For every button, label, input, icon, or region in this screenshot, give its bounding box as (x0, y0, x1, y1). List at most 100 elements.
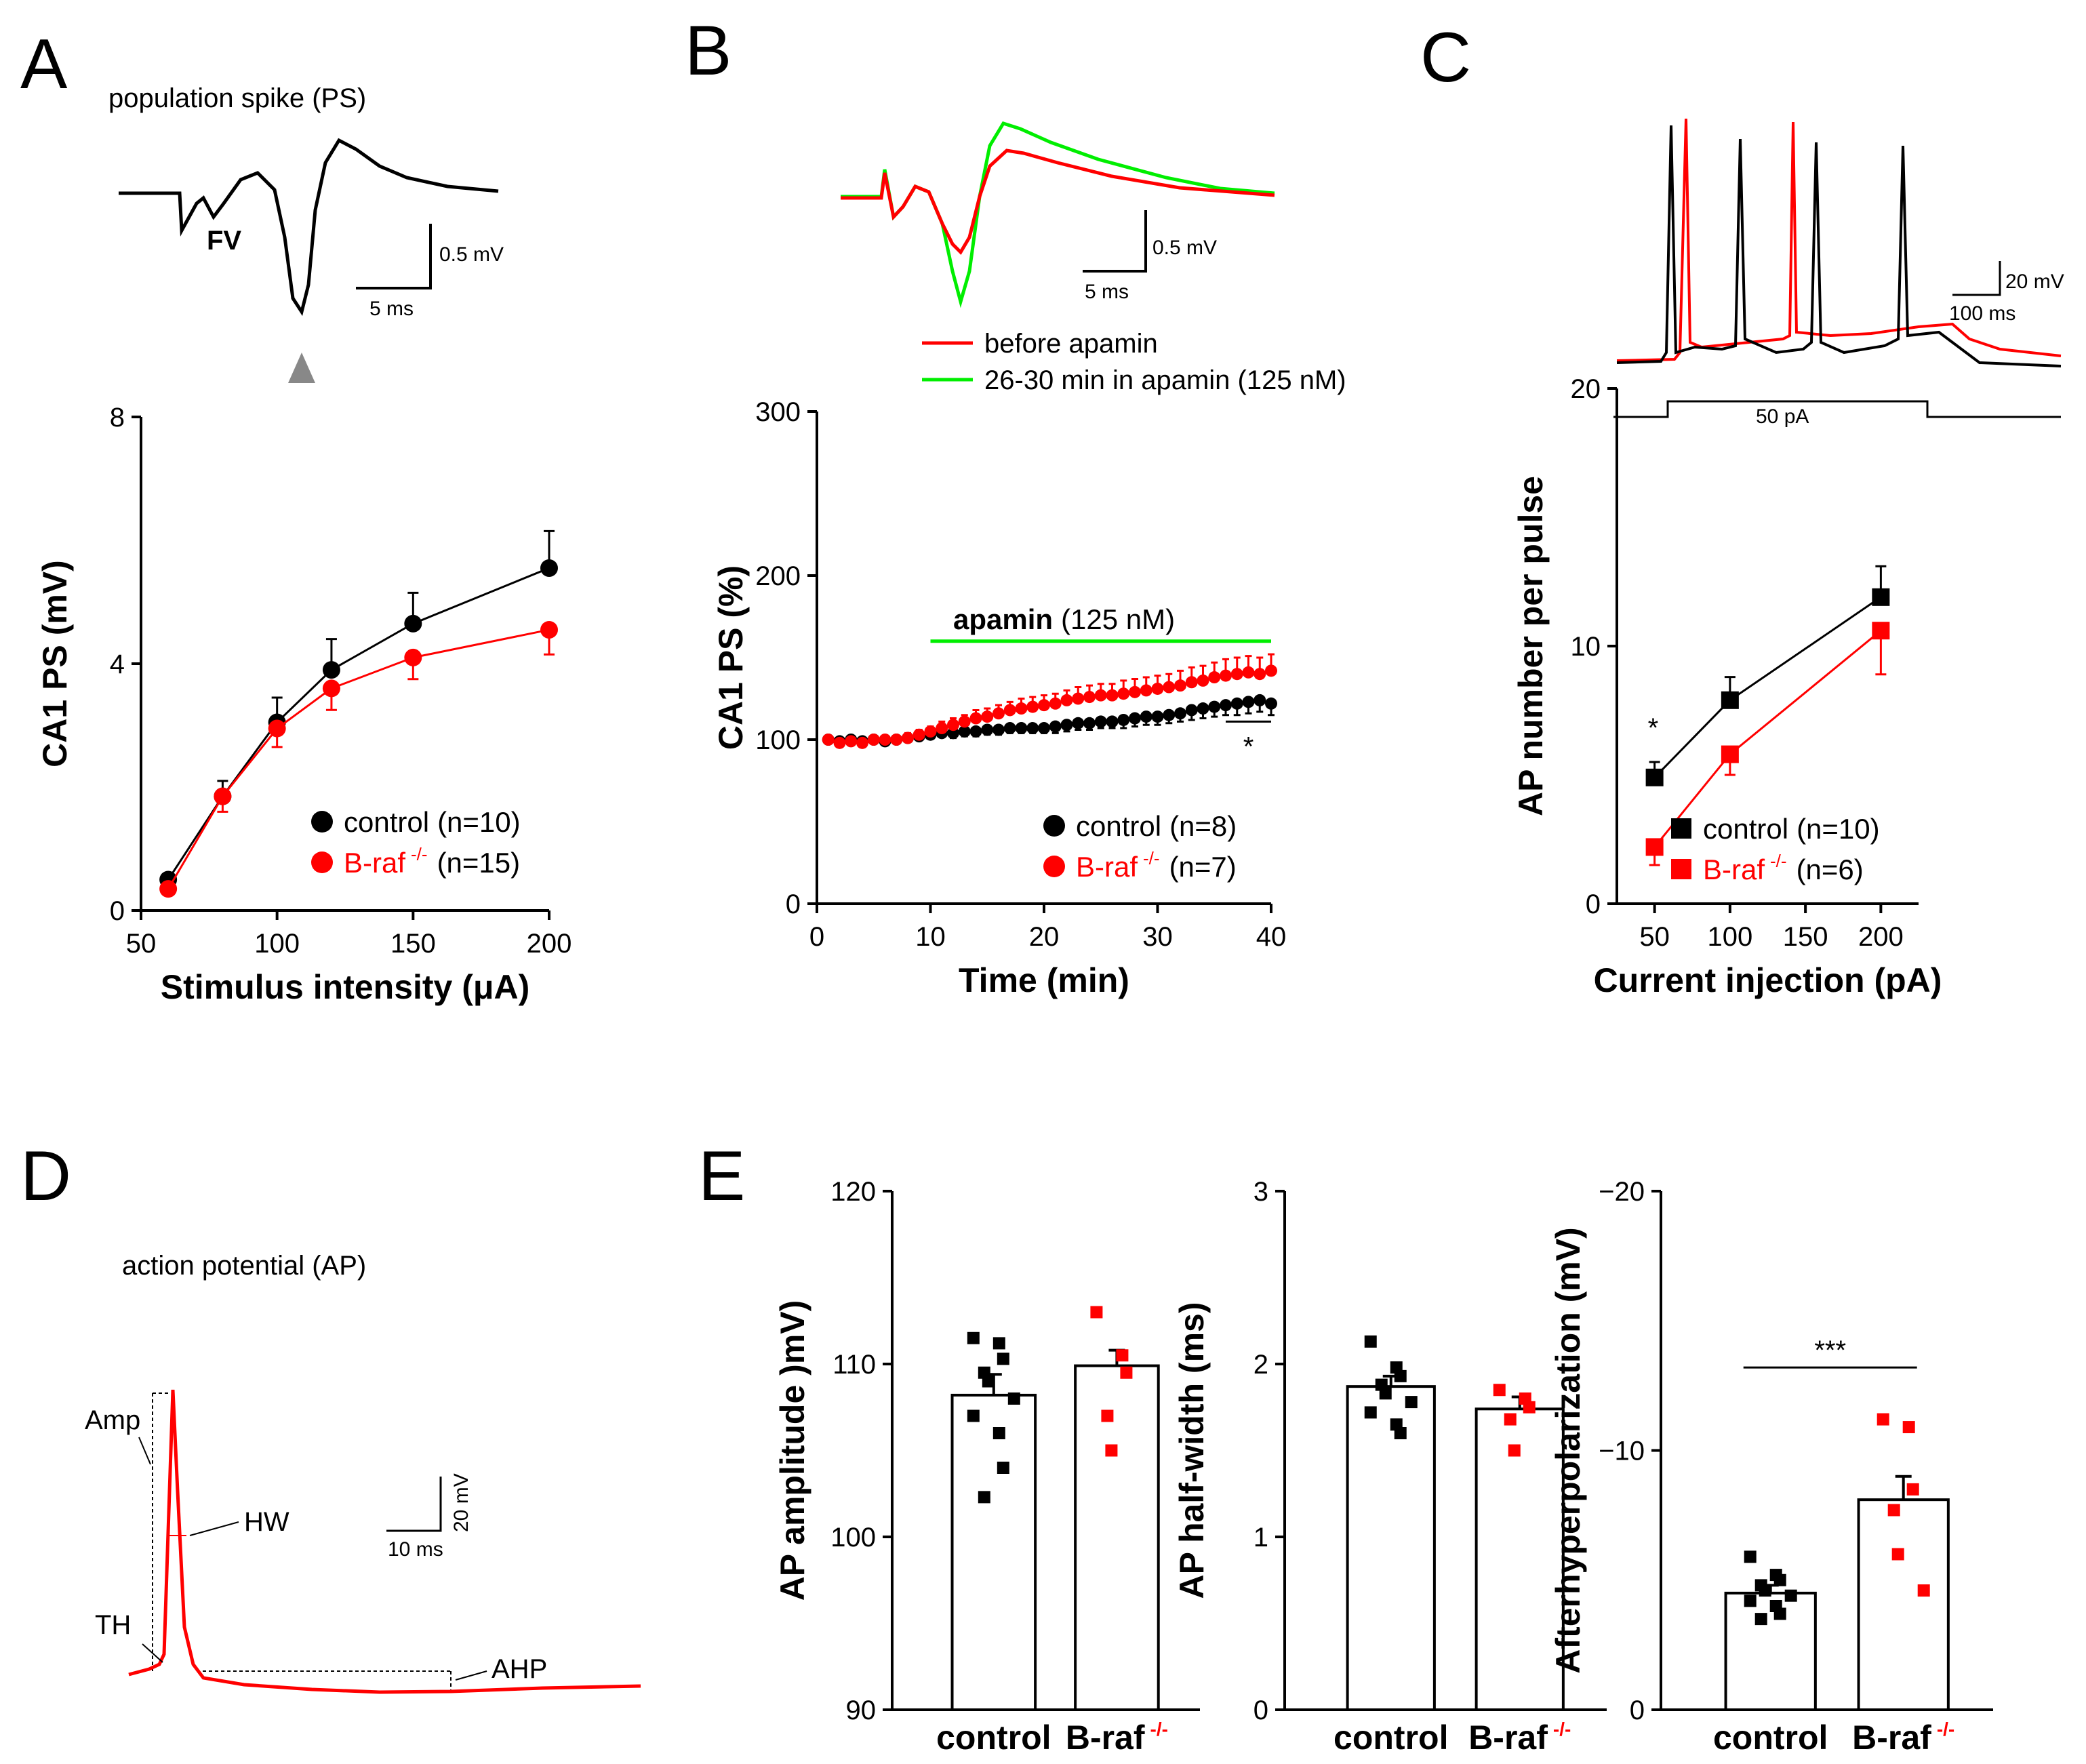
sig-star-c: * (1648, 713, 1659, 743)
panel-d-scale-y: 20 mV (450, 1473, 473, 1532)
chart-c-xtick-label: 50 (1639, 922, 1670, 952)
series-b-raf-point (856, 736, 868, 749)
series-control-point (969, 725, 982, 738)
bar-control (1346, 1385, 1436, 1712)
legend-before-apamin: before apamin (984, 329, 1158, 359)
panel-c-scale-x: 100 ms (1949, 302, 2015, 325)
before-apamin-trace (841, 148, 1275, 256)
bar-control (950, 1393, 1037, 1711)
dot-b-raf (1877, 1413, 1889, 1426)
series-b-raf-point (1721, 745, 1739, 763)
chart-e3-ytick-label: −10 (1599, 1437, 1645, 1466)
series-control-point (981, 723, 994, 736)
series-b-raf-point (322, 679, 340, 698)
legend-control-marker (311, 811, 333, 833)
chart-a-ytick-label: 4 (110, 649, 125, 679)
dot-b-raf (1523, 1401, 1536, 1414)
dot-b-raf (1906, 1483, 1919, 1496)
panel-b-label: B (685, 12, 731, 90)
series-b-raf-point (845, 735, 858, 748)
chart-c-xtick-label: 200 (1858, 922, 1904, 952)
hw-arrow-icon (189, 1521, 239, 1536)
series-control-point (1003, 722, 1016, 735)
chart-a-xlabel: Stimulus intensity (μA) (161, 968, 530, 1006)
series-control-point (1721, 691, 1739, 709)
peak-arrow-icon (288, 353, 315, 383)
panel-a-scale-y: 0.5 mV (439, 243, 504, 266)
bar-b-raf-errorbar (1895, 1475, 1912, 1500)
series-control-point (1242, 696, 1255, 708)
dot-control (997, 1462, 1009, 1474)
panel-d-scale-x: 10 ms (388, 1538, 443, 1561)
series-control-point (1253, 694, 1266, 706)
chart-a-ylabel: CA1 PS (mV) (36, 560, 74, 767)
series-b-raf-point (1094, 689, 1107, 702)
chart-b-ytick-label: 200 (755, 561, 801, 591)
series-b-raf-point (1645, 838, 1664, 856)
dot-control (978, 1491, 990, 1504)
category-control-label: control (1333, 1719, 1448, 1757)
category-control-label: control (1713, 1719, 1828, 1757)
series-b-raf-point (1242, 666, 1255, 679)
panel-b-scale-bar (1083, 210, 1147, 273)
dot-control (982, 1375, 995, 1388)
fv-label: FV (207, 226, 241, 256)
amp-label: Amp (85, 1405, 140, 1435)
apamin-trace (841, 121, 1275, 308)
dot-b-raf (1902, 1421, 1915, 1434)
series-b-raf-point (1230, 668, 1243, 681)
series-control-point (1117, 713, 1130, 726)
sig-star-b: * (1243, 731, 1254, 761)
panel-a-trace-title: population spike (PS) (108, 83, 366, 113)
chart-c-xtick-label: 150 (1783, 922, 1828, 952)
dot-control (1394, 1427, 1407, 1439)
series-control-point (404, 614, 422, 633)
chart-c-ytick-label: 10 (1571, 632, 1601, 662)
dot-b-raf (1887, 1504, 1900, 1517)
dot-control (1759, 1584, 1771, 1597)
dot-control (1773, 1573, 1786, 1586)
series-control-point (1094, 715, 1107, 728)
series-b-raf-point (404, 648, 422, 666)
dot-b-raf (1090, 1306, 1103, 1319)
panel-a-scale-x: 5 ms (369, 298, 414, 320)
series-b-raf-point (981, 710, 994, 723)
bar-control (1724, 1591, 1817, 1711)
dot-control (992, 1427, 1005, 1439)
legend-b-raf-label: B-raf -/- (n=6) (1703, 851, 1864, 885)
dot-control (1379, 1387, 1392, 1400)
series-control-point (1015, 722, 1028, 735)
series-b-raf-point (1185, 676, 1198, 689)
dot-control (1773, 1607, 1786, 1620)
series-control-point (1140, 710, 1152, 723)
series-control-point (1083, 717, 1096, 729)
chart-e2: 0 1 2 3 AP half-width (ms) control B-raf -/- (1173, 1177, 1607, 1757)
legend-b-raf-marker (311, 851, 333, 873)
apamin-label: apamin (125 nM) (953, 603, 1175, 635)
panel-b-scale-y: 0.5 mV (1152, 237, 1217, 259)
dot-control (967, 1331, 980, 1344)
series-b-raf-line (167, 628, 550, 889)
chart-a-xtick-label: 200 (527, 929, 572, 959)
series-b-raf-point (1106, 689, 1119, 702)
panel-c-label: C (1420, 18, 1471, 97)
chart-e2-ytick-label: 3 (1253, 1177, 1268, 1207)
series-b-raf-point (1208, 671, 1221, 684)
chart-e1-ytick-label: 120 (830, 1177, 876, 1207)
dot-b-raf (1116, 1349, 1129, 1362)
dot-control (1364, 1406, 1377, 1419)
sig-star-e3: *** (1814, 1336, 1846, 1365)
chart-b-ytick-label: 0 (786, 889, 801, 919)
series-b-raf-point (936, 722, 948, 735)
series-b-raf-point (833, 736, 846, 749)
chart-b-xlabel: Time (min) (959, 961, 1129, 999)
panel-c-scale-bar (1952, 261, 2001, 296)
series-b-raf-point (902, 731, 914, 744)
amp-arrow-icon (138, 1437, 151, 1465)
legend-b-raf-marker (1671, 859, 1691, 879)
series-control-point (1265, 697, 1277, 710)
series-b-raf-point (214, 787, 232, 805)
chart-b-xtick-label: 20 (1029, 922, 1060, 952)
series-b-raf-point (1265, 664, 1277, 677)
population-spike-trace (119, 138, 499, 317)
